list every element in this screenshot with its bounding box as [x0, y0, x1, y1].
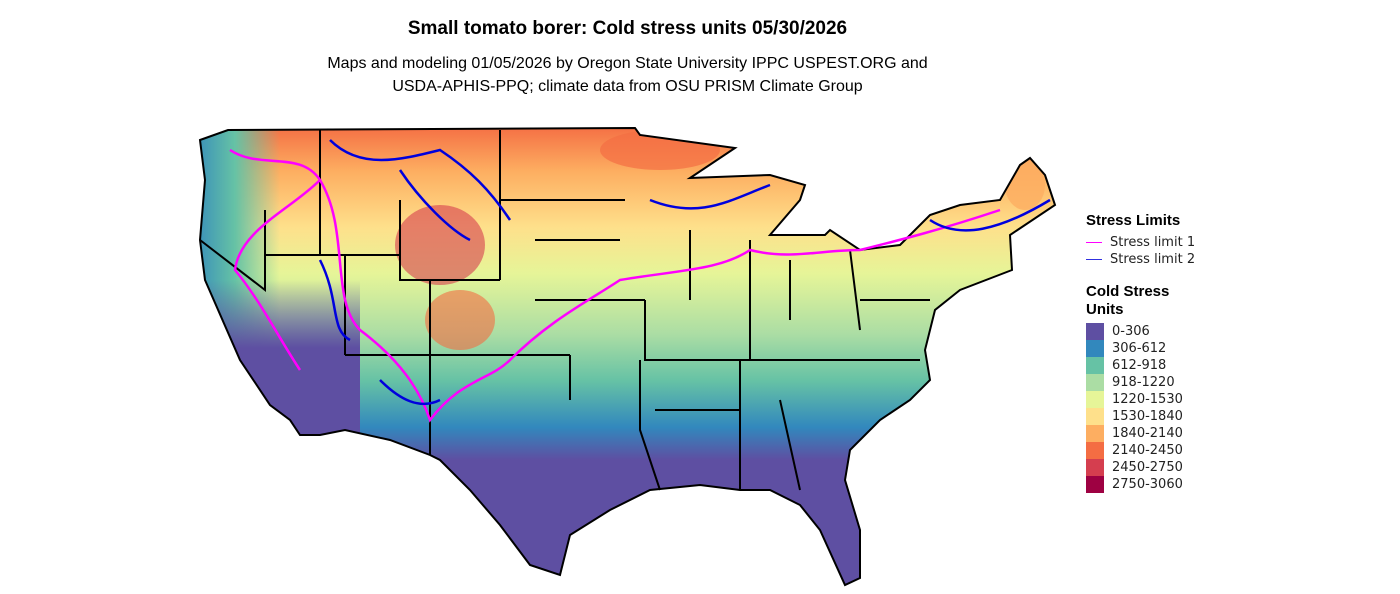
legend-bin: 2750-3060	[1086, 476, 1183, 493]
legend-item-stress-limit-1: Stress limit 1	[1086, 234, 1195, 251]
stress-limit-2-key	[1086, 259, 1102, 260]
legend-bin: 2450-2750	[1086, 459, 1183, 476]
stress-legend-title: Stress Limits	[1086, 212, 1181, 229]
legend-swatch	[1086, 357, 1104, 374]
legend-bin-label: 2750-3060	[1112, 477, 1183, 492]
legend-swatch	[1086, 374, 1104, 391]
legend-swatch	[1086, 442, 1104, 459]
legend-bin: 1530-1840	[1086, 408, 1183, 425]
stress-limit-1-key	[1086, 242, 1102, 243]
units-legend-title-1: Cold Stress	[1086, 283, 1170, 300]
legend-swatch	[1086, 323, 1104, 340]
legend-bin-label: 2450-2750	[1112, 460, 1183, 475]
stress-limit-2-contour	[318, 139, 1051, 406]
legend-swatch	[1086, 425, 1104, 442]
legend-bin-label: 306-612	[1112, 341, 1167, 356]
legend-bin-label: 918-1220	[1112, 375, 1175, 390]
legend-bin-label: 2140-2450	[1112, 443, 1183, 458]
legend-bin: 1220-1530	[1086, 391, 1183, 408]
legend-bin: 0-306	[1086, 323, 1183, 340]
legend-bin: 918-1220	[1086, 374, 1183, 391]
stress-limit-2-label: Stress limit 2	[1110, 252, 1196, 267]
legend-bin: 306-612	[1086, 340, 1183, 357]
legend-bin: 612-918	[1086, 357, 1183, 374]
stress-limit-1-contour	[229, 148, 1001, 423]
legend-swatch	[1086, 408, 1104, 425]
subtitle-line-1: Maps and modeling 01/05/2026 by Oregon S…	[327, 55, 928, 72]
stress-contours	[229, 139, 1051, 423]
legend-swatch	[1086, 459, 1104, 476]
legend-bin-label: 1840-2140	[1112, 426, 1183, 441]
subtitle-line-2: USDA-APHIS-PPQ; climate data from OSU PR…	[392, 78, 863, 95]
legend-bin: 2140-2450	[1086, 442, 1183, 459]
legend-swatch	[1086, 340, 1104, 357]
legend-bin: 1840-2140	[1086, 425, 1183, 442]
stress-limits-legend: Stress Limits Stress limit 1 Stress limi…	[1086, 212, 1195, 268]
stress-limit-1-label: Stress limit 1	[1110, 235, 1196, 250]
legend-bin-label: 1220-1530	[1112, 392, 1183, 407]
map-title: Small tomato borer: Cold stress units 05…	[407, 18, 848, 39]
legend-bin-label: 0-306	[1112, 324, 1150, 339]
legend-item-stress-limit-2: Stress limit 2	[1086, 251, 1195, 268]
legend-bins: 0-306 306-612 612-918 918-1220 1220-1530 1530…	[1086, 323, 1183, 493]
legend-bin-label: 612-918	[1112, 358, 1167, 373]
cold-stress-legend: Cold Stress Units 0-306 306-612 612-918 918…	[1086, 283, 1183, 493]
legend-bin-label: 1530-1840	[1112, 409, 1183, 424]
legend-swatch	[1086, 476, 1104, 493]
legend-swatch	[1086, 391, 1104, 408]
units-legend-title-2: Units	[1086, 301, 1124, 318]
